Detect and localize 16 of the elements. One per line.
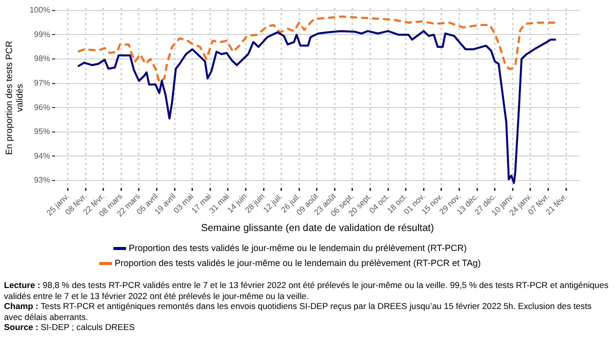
y-tick-label: 94%: [34, 151, 50, 160]
text: Champ : Tests RT-PCR et antigéniques remontés dans les envois quotidiens SI-DEP reçus par la DREES jusqu’au 15 février 2022 5h. Exclusion des tests avec délais aberrants.: [4, 301, 593, 322]
y-tick-label: 95%: [34, 127, 50, 136]
y-axis-title: En proportion des tests PCR validés: [4, 40, 25, 155]
x-axis-title: Semaine glissante (en date de validation de résultat): [201, 222, 434, 234]
y-tick-label: 99%: [34, 30, 50, 39]
y-tick-label: 96%: [34, 102, 50, 112]
legend-label: Proportion des tests validés le jour-même ou le lendemain du prélèvement (RT-PCR et TAg): [114, 258, 481, 268]
y-tick-label: 98%: [34, 54, 50, 64]
y-tick-label: 97%: [34, 78, 50, 88]
line-series: [76, 16, 557, 84]
legend-label: Proportion des tests validés le jour-même ou le lendemain du prélèvement (RT-PCR): [128, 242, 467, 253]
text: Lecture : 98,8 % des tests RT-PCR validés entre le 7 et le 13 février 2022 ont été prélevés le jour-même ou la veille. 99,5 % des tests RT-PCR et antigéniques validés entre le 7 et le 13 février 2022 ont été prélevés le jour-même ou la veille.: [4, 280, 610, 302]
y-tick-label: 93%: [34, 176, 50, 185]
y-tick-label: 100%: [30, 6, 50, 15]
source-note: Source : SI-DEP ; calculs DREES: [4, 322, 136, 333]
